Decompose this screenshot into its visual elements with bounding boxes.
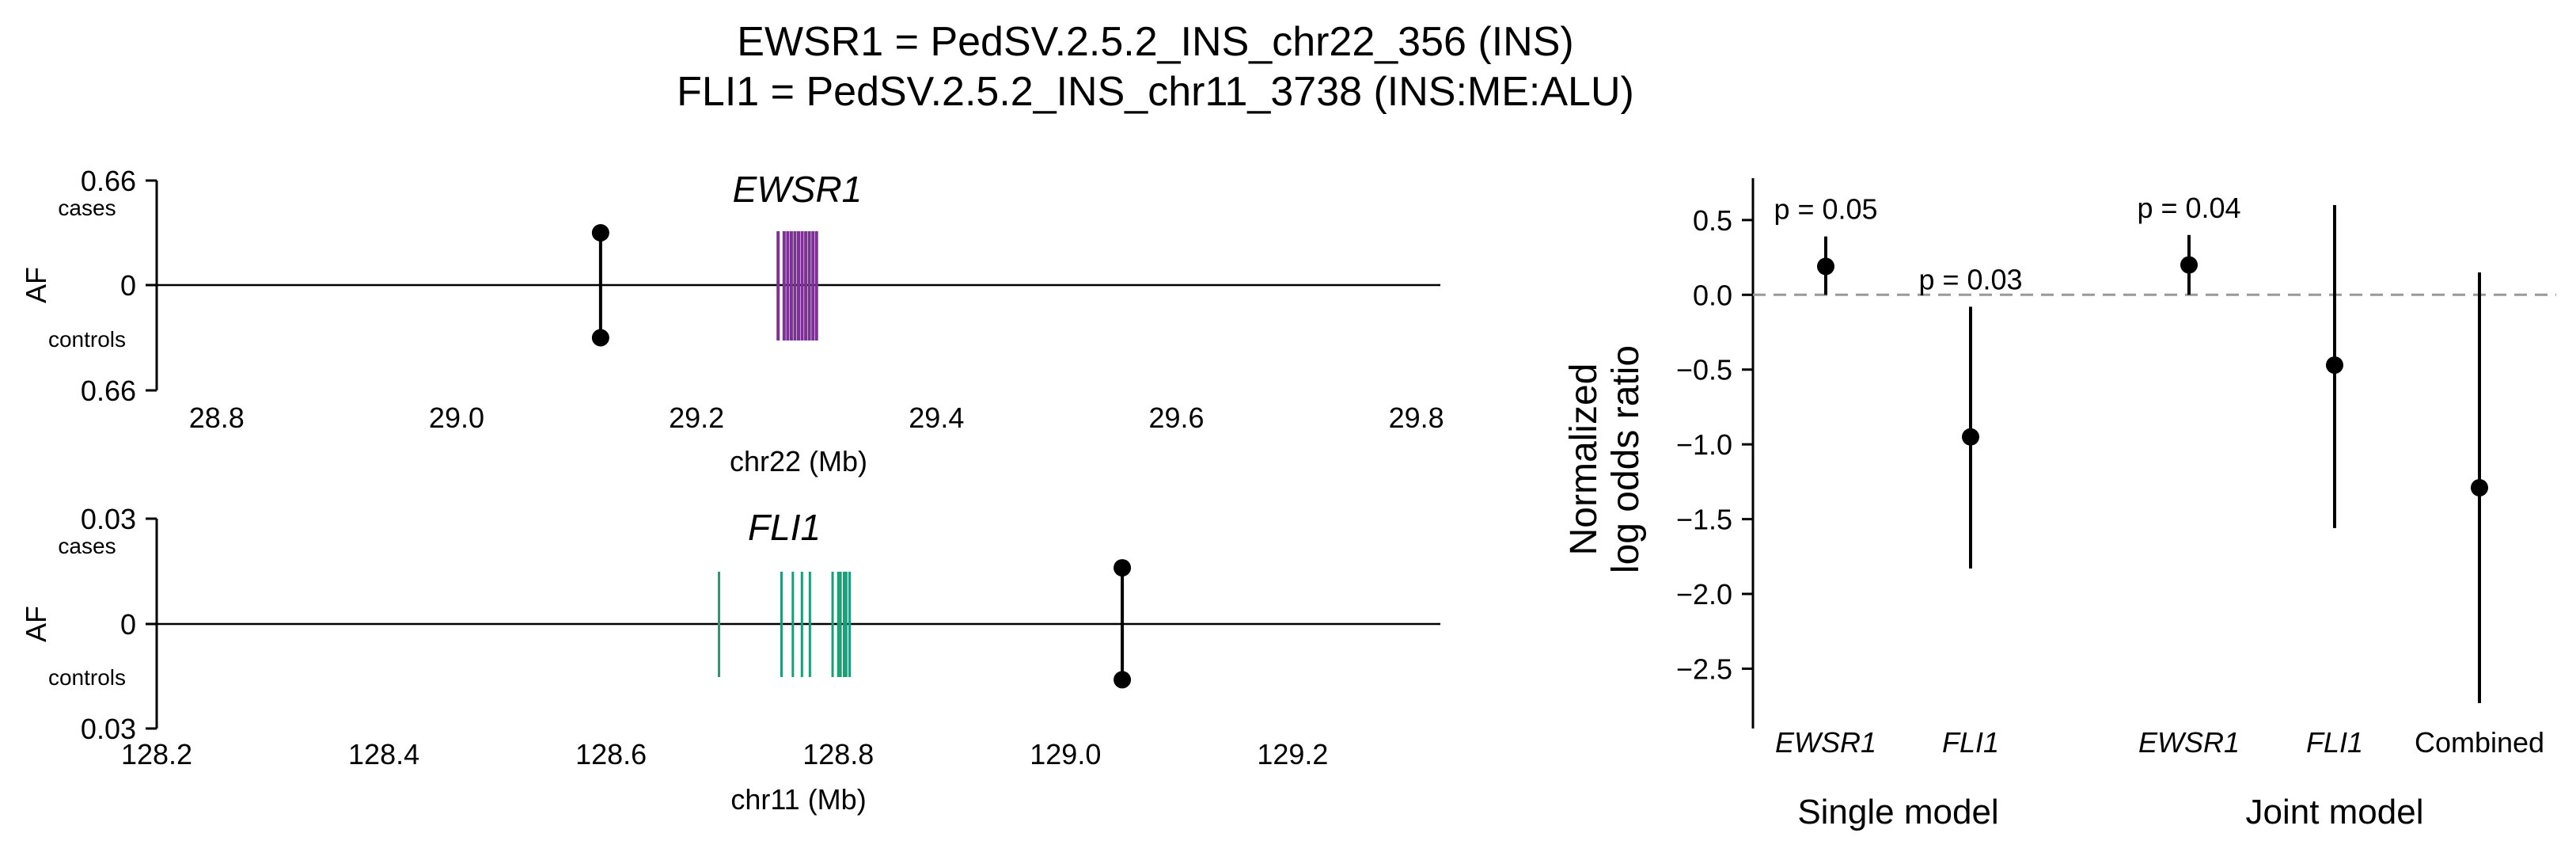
exon-mark [789,231,793,340]
exon-mark [814,231,818,340]
y-axis-label: AF [20,267,52,303]
y-tick-label: 0 [120,269,136,302]
x-tick-label: 129.0 [1030,738,1101,770]
exon-mark [800,231,804,340]
exon-mark [831,572,834,677]
estimate-point [2180,256,2198,274]
exon-mark [786,231,790,340]
y-axis-label-line-1: Normalized [1563,363,1605,556]
exon-mark [780,572,783,677]
controls-af-point [591,329,609,347]
exon-mark [791,572,795,677]
x-tick-label: 29.8 [1389,401,1444,434]
y-tick-label: 0 [120,608,136,641]
controls-label: controls [48,327,126,352]
x-tick-label: 28.8 [189,401,245,434]
p-value-label: p = 0.03 [1918,263,2022,295]
p-value-label: p = 0.04 [2137,192,2240,224]
estimate-point [2471,478,2488,496]
x-tick-label: 128.6 [575,738,647,770]
group-label-single-model: Single model [1797,793,1998,831]
figure-title-line-2: FLI1 = PedSV.2.5.2_INS_chr11_3738 (INS:M… [677,69,1634,115]
y-tick-label: 0.66 [81,165,136,197]
x-tick-label: 128.8 [802,738,874,770]
x-tick-label: 29.4 [909,401,964,434]
y-tick-label: −0.5 [1676,354,1732,386]
exon-mark [718,572,721,677]
x-axis-label: chr22 (Mb) [730,445,867,477]
y-tick-label: 0.03 [81,713,136,745]
x-tick-label: 129.2 [1257,738,1328,770]
cases-af-point [1113,559,1132,577]
exon-mark [844,572,848,677]
exon-mark [842,572,845,677]
figure-title-line-1: EWSR1 = PedSV.2.5.2_INS_chr22_356 (INS) [737,19,1573,65]
exon-mark [793,231,797,340]
x-tick-label: 29.0 [429,401,484,434]
gene-name-label: EWSR1 [733,169,863,210]
x-axis-label: chr11 (Mb) [730,783,866,816]
x-tick-label: EWSR1 [2138,726,2240,759]
x-tick-label: FLI1 [1942,726,1999,759]
x-tick-label: 128.4 [348,738,419,770]
estimate-point [2326,356,2343,375]
gene-name-label: FLI1 [748,507,821,548]
x-tick-label: 128.2 [121,738,192,770]
y-axis-label-line-2: log odds ratio [1605,345,1647,573]
exon-mark [800,572,803,677]
exon-mark [837,572,840,677]
cases-label: cases [58,196,116,220]
group-label-joint-model: Joint model [2245,793,2423,831]
y-tick-label: 0.66 [81,375,136,407]
y-tick-label: −2.0 [1676,578,1732,611]
cases-af-point [591,224,609,242]
exon-mark [797,231,800,340]
exon-mark [839,572,842,677]
exon-mark [808,572,811,677]
x-tick-label: FLI1 [2306,726,2363,759]
exon-mark [848,572,852,677]
controls-af-point [1113,671,1132,689]
y-tick-label: −2.5 [1676,652,1732,685]
exon-mark [776,231,780,340]
exon-mark [807,231,811,340]
y-tick-label: 0.0 [1693,279,1732,311]
y-tick-label: −1.0 [1676,428,1732,461]
x-tick-label: 29.2 [669,401,724,434]
exon-mark [804,231,808,340]
x-tick-label: 29.6 [1148,401,1204,434]
estimate-point [1817,257,1834,276]
controls-label: controls [48,665,126,690]
estimate-point [1962,428,1979,446]
y-axis-label: AF [20,606,52,642]
cases-label: cases [58,534,116,558]
x-tick-label: Combined [2415,726,2544,759]
y-tick-label: 0.5 [1693,204,1732,237]
y-tick-label: −1.5 [1676,504,1732,536]
x-tick-label: EWSR1 [1775,726,1876,759]
exon-mark [782,231,786,340]
exon-mark [811,231,815,340]
p-value-label: p = 0.05 [1774,193,1877,226]
odds-ratio-panel: 0.5 0.0 −0.5 −1.0 −1.5 −2.0 −2.5 Normalized log … [1563,178,2556,831]
y-tick-label: 0.03 [81,503,136,535]
